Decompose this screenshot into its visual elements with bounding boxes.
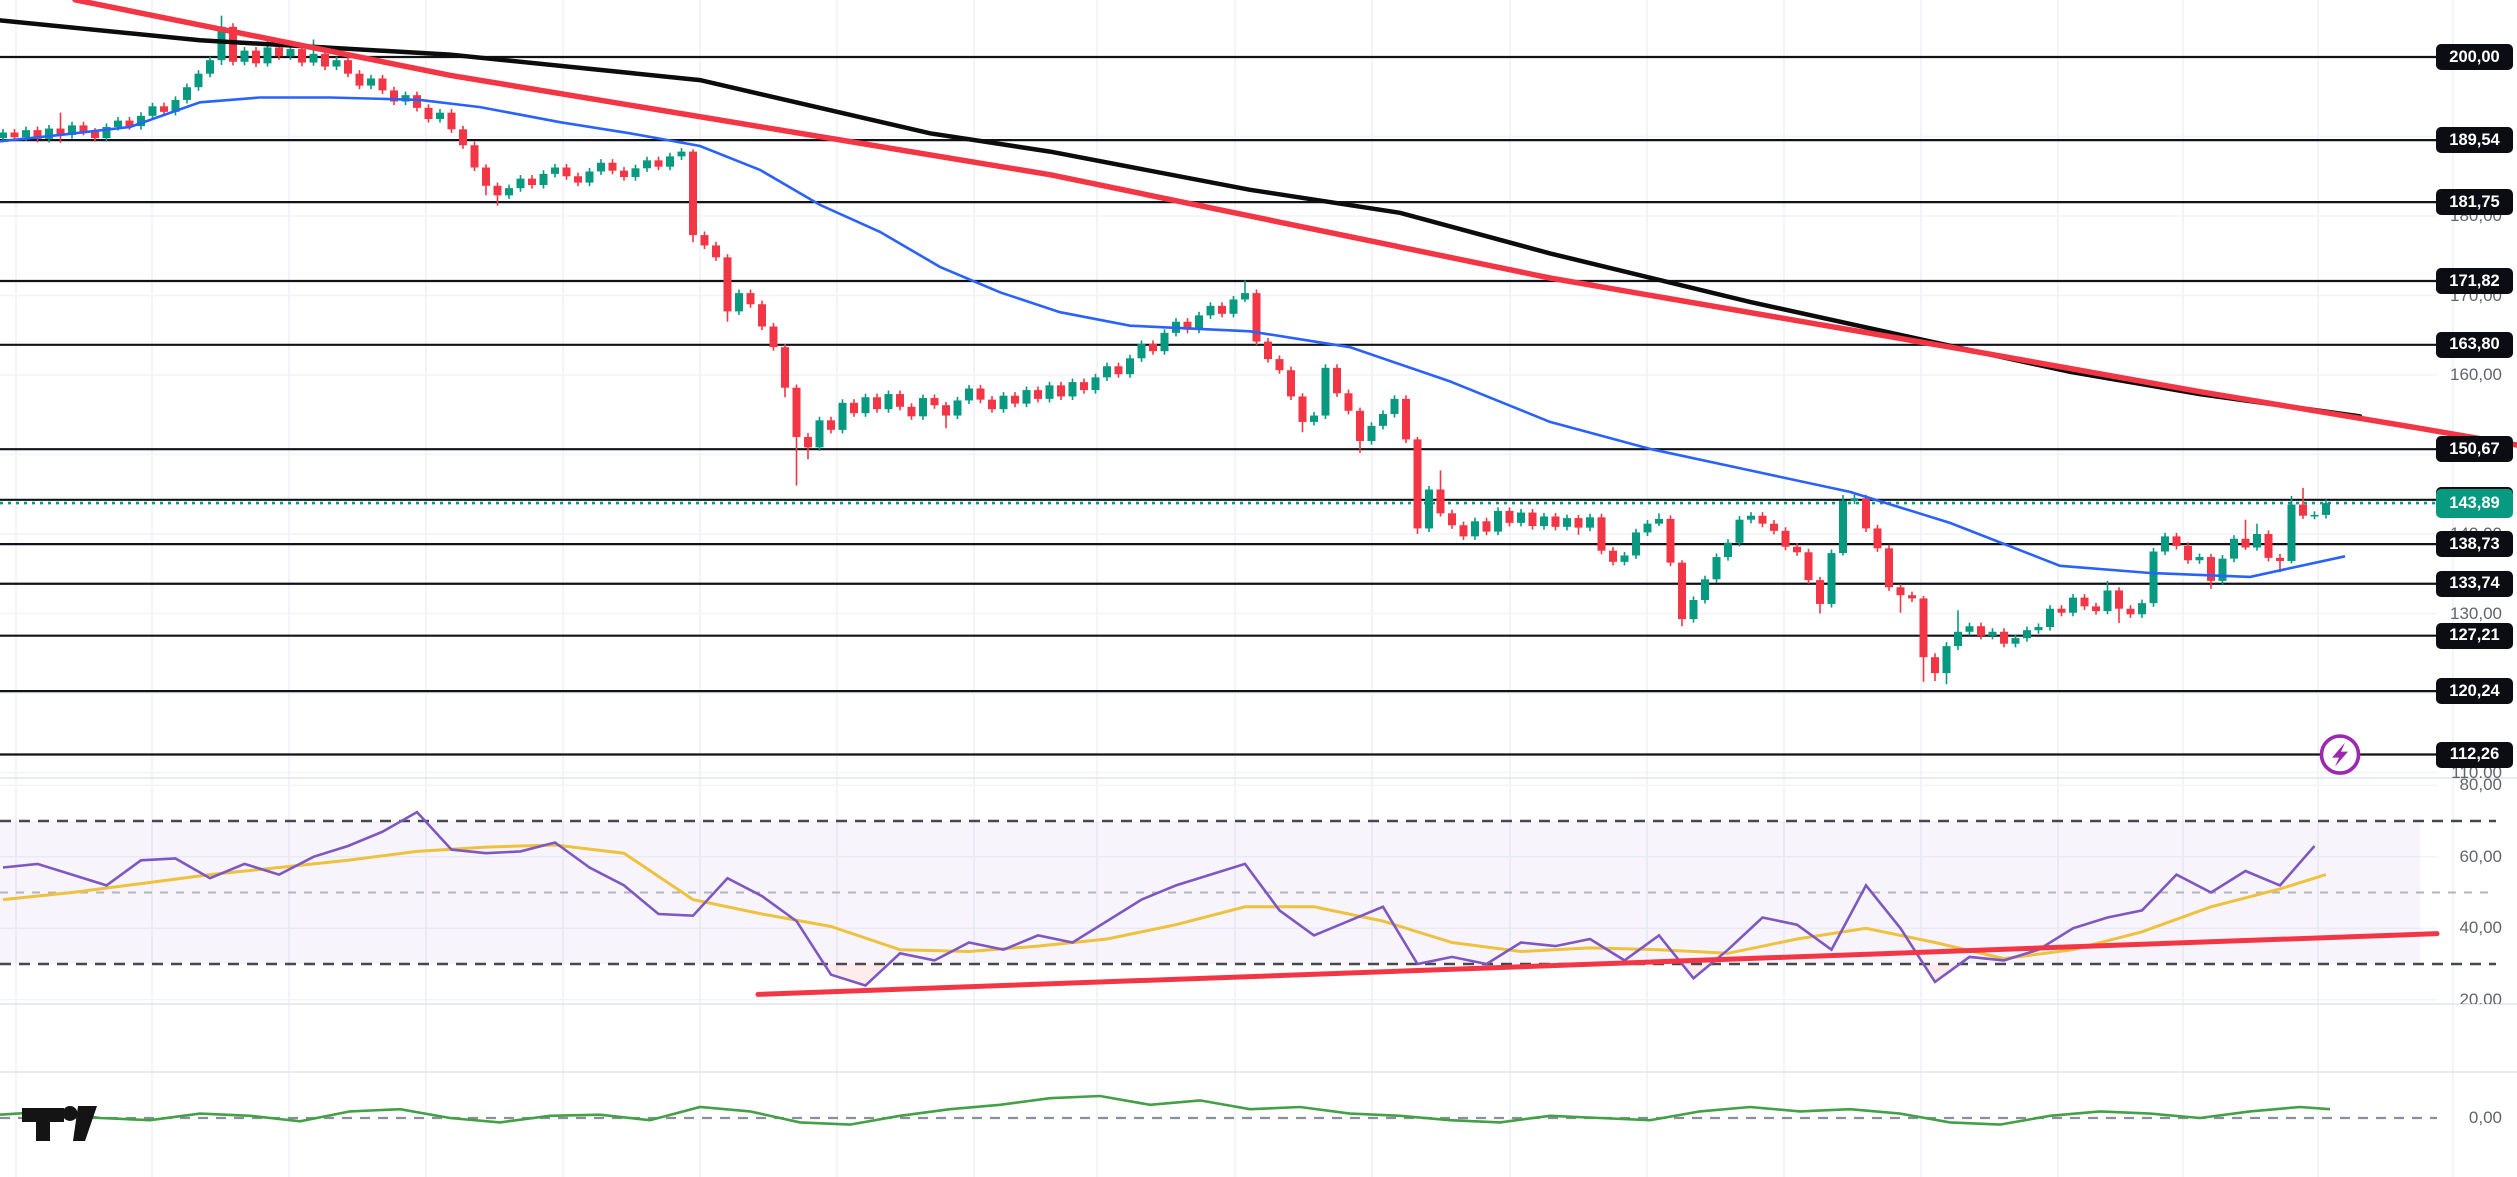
moving-average-blue[interactable] bbox=[0, 96, 2346, 579]
rsi-ma-line[interactable] bbox=[2, 843, 2327, 961]
rsi-ascending-trendline[interactable] bbox=[755, 931, 2440, 997]
tradingview-logo[interactable] bbox=[22, 1106, 97, 1141]
rsi-band-fill bbox=[0, 821, 2420, 964]
rsi-line[interactable] bbox=[2, 810, 2316, 987]
candlestick-series bbox=[0, 15, 2330, 685]
oscillator-line[interactable] bbox=[0, 1094, 2331, 1126]
rsi-oversold-fill bbox=[1682, 964, 1711, 979]
descending-trendline-red[interactable] bbox=[72, 0, 2517, 448]
alert-lightning-icon[interactable] bbox=[2319, 734, 2361, 775]
rsi-oversold-fill bbox=[824, 964, 889, 986]
